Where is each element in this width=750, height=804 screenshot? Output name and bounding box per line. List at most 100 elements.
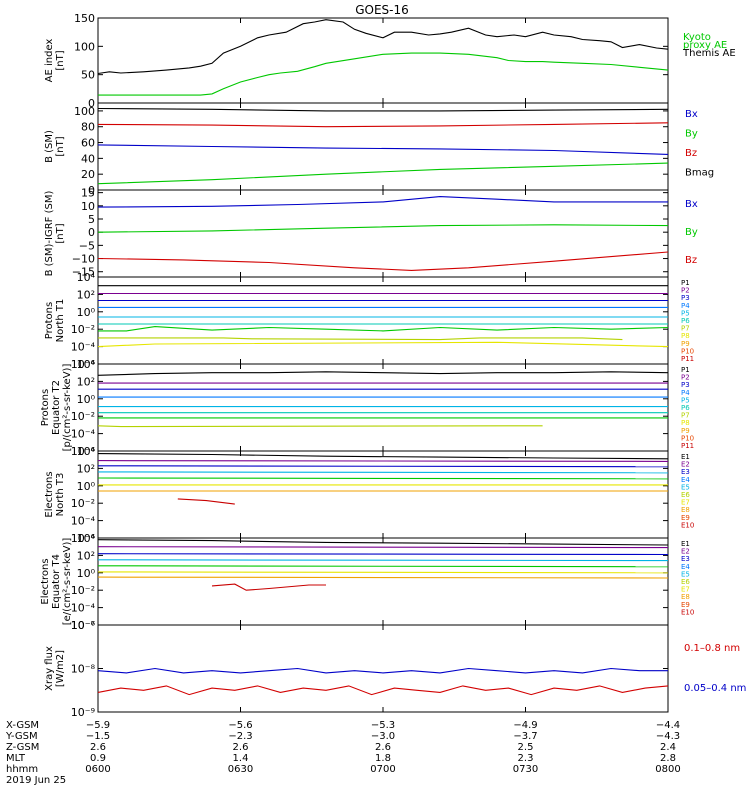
legend-entry: E3 xyxy=(681,468,690,476)
y-axis-label: North T3 xyxy=(55,473,66,517)
series-line xyxy=(97,19,669,75)
y-tick-label: 10⁴ xyxy=(77,445,96,458)
y-tick-label: 10⁻⁸ xyxy=(71,663,96,676)
panel-frame xyxy=(97,17,669,104)
x-tick-label: 0700 xyxy=(370,764,395,775)
x-tick-label: 0.9 xyxy=(90,753,106,764)
y-tick-label: 10⁰ xyxy=(77,306,96,319)
series-line xyxy=(98,52,669,96)
series-line xyxy=(97,465,669,468)
series-line xyxy=(97,667,668,674)
y-axis-label: [nT] xyxy=(55,223,66,243)
series-line xyxy=(97,251,669,271)
y-tick-label: 10² xyxy=(77,288,95,301)
series-line xyxy=(211,583,326,591)
y-axis-label: Electrons xyxy=(40,558,51,604)
y-tick-label: 10⁰ xyxy=(77,567,96,580)
legend-entry: proxy AE xyxy=(683,40,727,51)
y-tick-label: −10 xyxy=(72,253,95,266)
y-tick-label: 60 xyxy=(81,137,95,150)
y-tick-label: 10⁻² xyxy=(71,323,95,336)
legend-entry: By xyxy=(685,129,698,140)
series-line xyxy=(97,539,669,546)
panel-xray: 10⁻⁹ 10⁻⁸ 10⁻⁷ Xray flux [W/m2] 0.1–0.8 nm 0.0… xyxy=(44,619,746,719)
y-tick-label: −15 xyxy=(72,266,95,279)
x-tick-label: −5.3 xyxy=(371,720,395,731)
panel-elec3: 10⁻⁶ 10⁻⁴ 10⁻² 10⁰ 10² 10⁴ Electrons North T3 E1… xyxy=(44,445,694,545)
y-tick-label: 10 xyxy=(81,200,95,213)
panel-prot2: 10⁻⁶ 10⁻⁴ 10⁻² 10⁰ 10² 10⁴ Protons Equator T2 [p… xyxy=(40,358,694,458)
legend-entry: 0.05–0.4 nm xyxy=(684,683,746,694)
y-tick-label: 10² xyxy=(77,462,95,475)
legend-entry: P4 xyxy=(681,389,690,397)
legend-entry: P9 xyxy=(681,427,690,435)
legend-entry: P9 xyxy=(681,340,690,348)
legend-entry: P8 xyxy=(681,419,690,427)
series-line xyxy=(97,559,669,562)
legend-entry: P1 xyxy=(681,279,690,287)
y-axis-label: Protons xyxy=(40,389,51,426)
legend-entry: P7 xyxy=(681,412,690,420)
x-tick-label: −4.3 xyxy=(656,731,680,742)
x-tick-label: 2.8 xyxy=(660,753,676,764)
y-axis-label: Electrons xyxy=(44,471,55,517)
series-line xyxy=(97,571,669,574)
series-line xyxy=(97,453,669,460)
legend-entry: E9 xyxy=(681,514,690,522)
x-tick-label: 1.8 xyxy=(375,753,391,764)
y-tick-label: 10⁻⁷ xyxy=(71,619,95,632)
series-line xyxy=(97,460,669,462)
y-tick-label: 20 xyxy=(81,168,95,181)
x-tick-label: 0600 xyxy=(85,764,110,775)
legend-entry: P6 xyxy=(681,404,690,412)
series-line xyxy=(177,498,235,505)
panel-bsm: 0 20 40 60 80 100 B (SM) [nT] Bx By Bz Bmag xyxy=(44,102,714,197)
panel-frame xyxy=(97,189,669,278)
series-line xyxy=(97,371,669,376)
y-tick-label: 10⁻² xyxy=(71,584,95,597)
x-tick-label: 2.4 xyxy=(660,742,676,753)
legend-entry: P6 xyxy=(681,317,690,325)
series-line xyxy=(97,471,669,474)
legend-entry: Bx xyxy=(685,199,698,210)
y-axis-label: [e/(cm²-s-sr-keV)] xyxy=(62,538,73,626)
panel-frame xyxy=(97,363,669,452)
legend-entry: E10 xyxy=(681,521,694,529)
y-tick-label: 10⁻⁶ xyxy=(71,619,96,632)
y-tick-label: 10⁰ xyxy=(77,480,96,493)
legend-entry: P8 xyxy=(681,332,690,340)
series-line xyxy=(97,576,669,579)
y-tick-label: 10² xyxy=(77,549,95,562)
y-tick-label: 10⁻⁴ xyxy=(71,428,96,441)
legend-entry: Bz xyxy=(685,148,697,159)
y-tick-label: 10⁻⁴ xyxy=(71,602,96,615)
y-axis-label: [nT] xyxy=(55,136,66,156)
x-tick-label: 0630 xyxy=(228,764,253,775)
legend-entry: By xyxy=(685,227,698,238)
series-line xyxy=(97,565,669,568)
y-tick-label: 10⁻⁴ xyxy=(71,341,96,354)
legend-entry: P11 xyxy=(681,355,694,363)
y-tick-label: 5 xyxy=(88,213,95,226)
series-line xyxy=(97,224,669,233)
y-axis-label: Xray flux xyxy=(44,646,55,691)
y-tick-label: 0 xyxy=(88,226,95,239)
y-tick-label: 10⁻⁶ xyxy=(71,532,96,545)
y-tick-label: 10² xyxy=(77,375,95,388)
legend-entry: P10 xyxy=(681,347,694,355)
legend-entry: E5 xyxy=(681,570,690,578)
series-line xyxy=(97,196,668,208)
x-axis-row-label: Y-GSM xyxy=(5,731,38,742)
y-axis-label: [p/(cm²-s-sr-keV)] xyxy=(62,364,73,452)
legend-entry: E8 xyxy=(681,506,690,514)
series-line xyxy=(97,553,669,556)
y-tick-label: 10⁰ xyxy=(77,393,96,406)
y-axis-label: [W/m2] xyxy=(55,650,66,687)
legend-entry: E7 xyxy=(681,499,690,507)
y-tick-label: 10⁻⁴ xyxy=(71,515,96,528)
series-line xyxy=(97,107,669,112)
